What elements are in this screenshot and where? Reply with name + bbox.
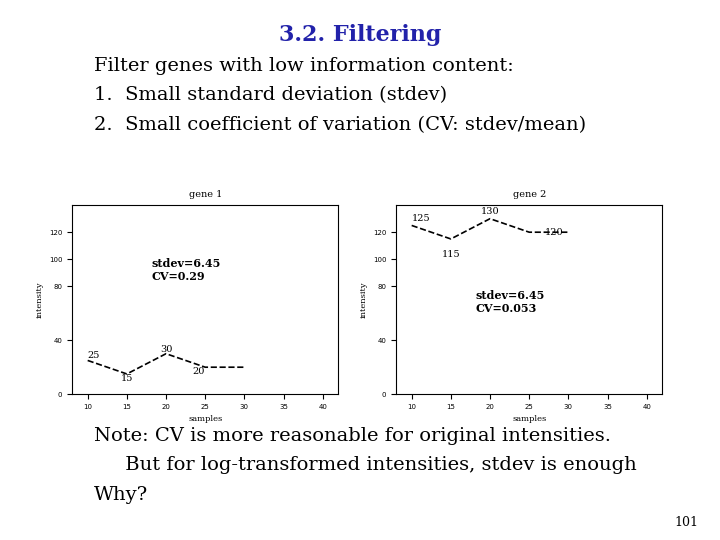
Y-axis label: intensity: intensity bbox=[35, 281, 43, 318]
Text: 130: 130 bbox=[481, 207, 500, 216]
Text: 30: 30 bbox=[160, 345, 172, 354]
Text: Note: CV is more reasonable for original intensities.: Note: CV is more reasonable for original… bbox=[94, 427, 611, 444]
Text: Filter genes with low information content:: Filter genes with low information conten… bbox=[94, 57, 513, 75]
Text: 120: 120 bbox=[545, 228, 564, 237]
Text: 15: 15 bbox=[121, 374, 133, 383]
Text: But for log-transformed intensities, stdev is enough: But for log-transformed intensities, std… bbox=[94, 456, 636, 474]
Text: 101: 101 bbox=[675, 516, 698, 529]
X-axis label: samples: samples bbox=[512, 415, 546, 423]
X-axis label: samples: samples bbox=[188, 415, 222, 423]
Text: Why?: Why? bbox=[94, 486, 148, 504]
Text: 2.  Small coefficient of variation (CV: stdev/mean): 2. Small coefficient of variation (CV: s… bbox=[94, 116, 586, 134]
Text: 20: 20 bbox=[193, 367, 205, 376]
Y-axis label: intensity: intensity bbox=[359, 281, 367, 318]
Text: 125: 125 bbox=[412, 214, 431, 222]
Title: gene 1: gene 1 bbox=[189, 190, 222, 199]
Text: 25: 25 bbox=[88, 352, 100, 361]
Title: gene 2: gene 2 bbox=[513, 190, 546, 199]
Text: 115: 115 bbox=[441, 249, 460, 259]
Text: stdev=6.45
CV=0.053: stdev=6.45 CV=0.053 bbox=[476, 291, 545, 314]
Text: stdev=6.45
CV=0.29: stdev=6.45 CV=0.29 bbox=[152, 258, 221, 282]
Text: 3.2. Filtering: 3.2. Filtering bbox=[279, 24, 441, 46]
Text: 1.  Small standard deviation (stdev): 1. Small standard deviation (stdev) bbox=[94, 86, 446, 104]
